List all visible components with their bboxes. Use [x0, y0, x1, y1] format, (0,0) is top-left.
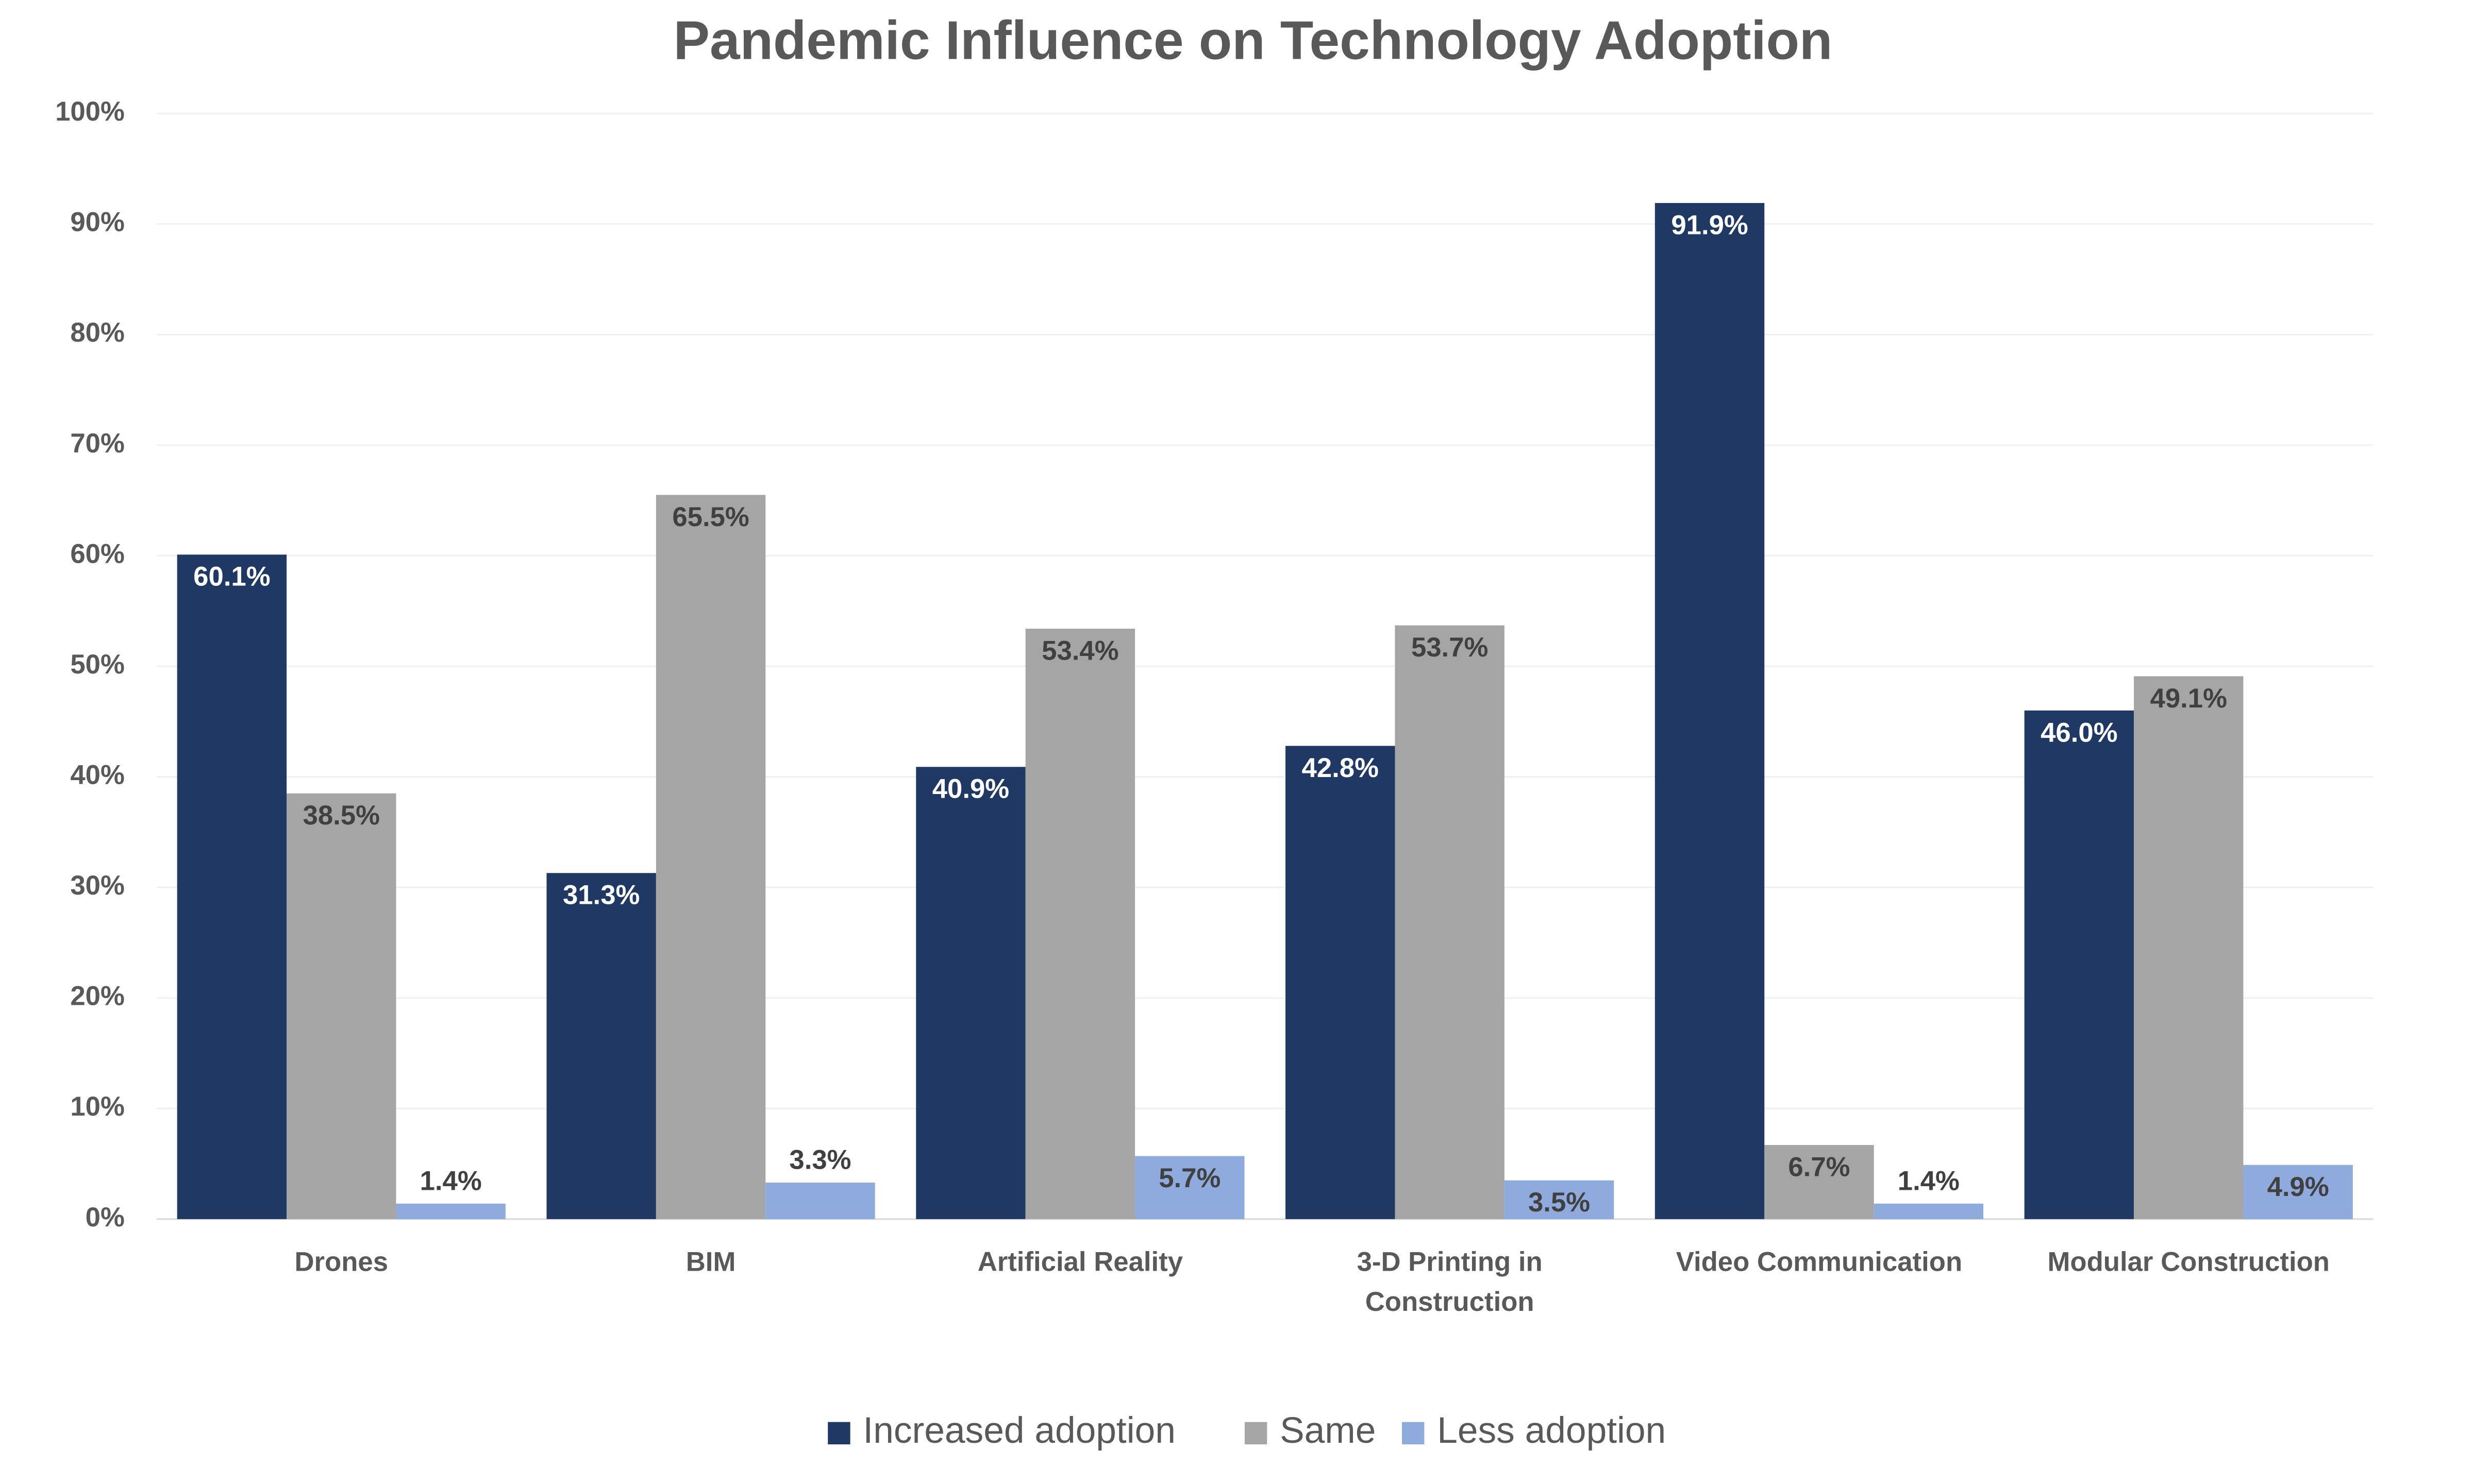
bar: [916, 767, 1026, 1219]
y-tick-label: 90%: [70, 207, 124, 238]
data-label: 40.9%: [932, 774, 1009, 804]
bar: [2134, 676, 2244, 1219]
data-label: 60.1%: [193, 562, 270, 592]
legend-swatch: [828, 1422, 850, 1445]
y-tick-label: 60%: [70, 538, 124, 569]
bar: [1874, 1203, 1984, 1219]
data-label: 1.4%: [1898, 1166, 1960, 1196]
legend-swatch: [1402, 1422, 1425, 1445]
data-label: 38.5%: [303, 800, 380, 831]
data-label: 65.5%: [672, 502, 749, 532]
data-label: 6.7%: [1788, 1152, 1850, 1183]
y-tick-label: 30%: [70, 870, 124, 901]
bar: [656, 495, 766, 1219]
legend-label: Less adoption: [1437, 1410, 1666, 1451]
bar: [1135, 1156, 1245, 1219]
legend-swatch: [1244, 1422, 1267, 1445]
data-label: 46.0%: [2041, 717, 2117, 748]
x-tick-label: Video Communication: [1676, 1247, 1962, 1277]
data-label: 5.7%: [1159, 1163, 1221, 1193]
x-tick-label: 3-D Printing in Construction: [1357, 1247, 1543, 1318]
y-tick-label: 50%: [70, 649, 124, 680]
legend-label: Same: [1280, 1410, 1376, 1451]
bar: [177, 554, 287, 1219]
data-label: 42.8%: [1302, 753, 1379, 783]
y-tick-label: 20%: [70, 981, 124, 1011]
y-tick-label: 0%: [86, 1202, 125, 1233]
bar: [1285, 746, 1395, 1219]
data-label: 31.3%: [563, 880, 640, 910]
chart-title: Pandemic Influence on Technology Adoptio…: [674, 11, 1833, 71]
bar: [765, 1183, 875, 1219]
y-tick-label: 40%: [70, 760, 124, 790]
legend-label: Increased adoption: [863, 1410, 1175, 1451]
bar: [2243, 1165, 2353, 1219]
bar: [1025, 629, 1135, 1219]
data-label: 49.1%: [2150, 683, 2227, 714]
bar: [287, 793, 396, 1219]
bar: [396, 1203, 506, 1219]
x-tick-label: Artificial Reality: [978, 1247, 1183, 1277]
bar: [546, 873, 656, 1219]
data-label: 53.4%: [1042, 636, 1118, 666]
data-label: 4.9%: [2267, 1172, 2329, 1202]
x-tick-label: Modular Construction: [2048, 1247, 2330, 1277]
bar: [1654, 203, 1765, 1219]
y-tick-label: 70%: [70, 428, 124, 459]
bar: [1504, 1180, 1614, 1219]
data-label: 3.3%: [789, 1145, 851, 1175]
y-tick-label: 100%: [55, 96, 125, 127]
data-label: 53.7%: [1411, 632, 1488, 663]
y-tick-label: 10%: [70, 1091, 124, 1122]
data-label: 3.5%: [1528, 1187, 1590, 1218]
bar: [1764, 1145, 1874, 1219]
y-tick-label: 80%: [70, 317, 124, 348]
bar: [1395, 625, 1505, 1219]
bar: [2024, 710, 2134, 1219]
x-tick-label: Drones: [294, 1247, 388, 1277]
data-label: 1.4%: [420, 1166, 482, 1196]
x-tick-label: BIM: [686, 1247, 736, 1277]
data-label: 91.9%: [1671, 210, 1748, 240]
